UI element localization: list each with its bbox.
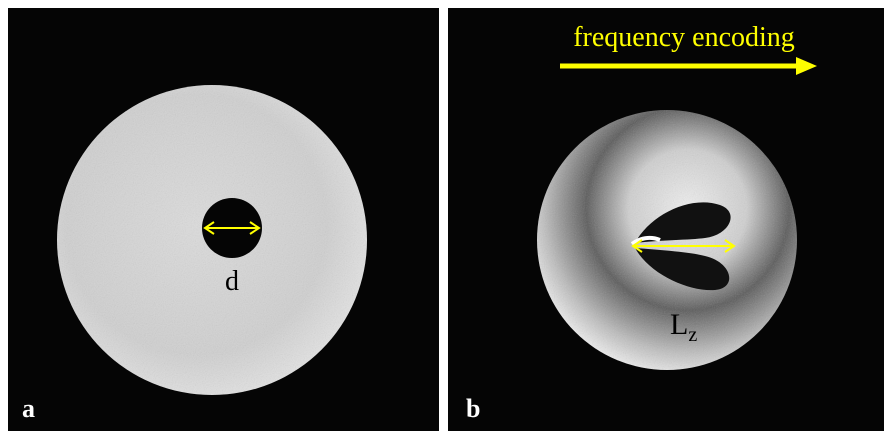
panel-label: a (22, 394, 35, 423)
annotation-main: L (670, 308, 688, 341)
header: frequency encoding (573, 22, 795, 53)
panel-b: Lz frequency encoding b (448, 8, 884, 431)
panel-label: b (466, 394, 480, 423)
annotation: d (225, 266, 239, 297)
figure: d a Lz frequency encoding b (0, 0, 892, 438)
panel-a: d a (8, 8, 439, 431)
annotation-subscript: z (688, 324, 697, 346)
